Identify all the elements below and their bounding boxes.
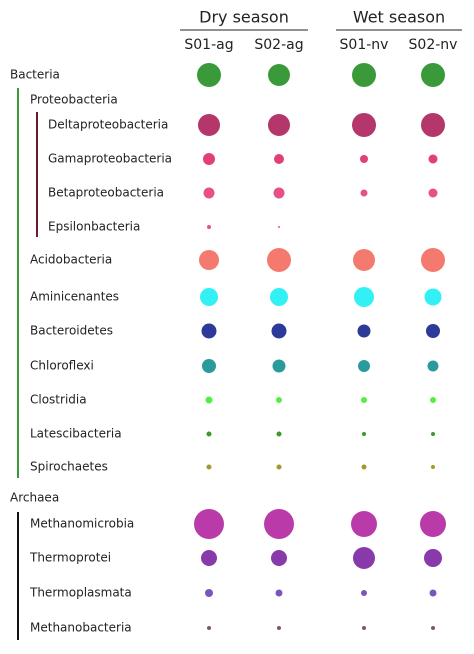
column-header: S01-nv [340,37,389,53]
row-label: Thermoplasmata [29,586,132,600]
bubble [276,464,282,470]
bubble [201,550,217,566]
bubble [201,323,217,339]
bubble [275,589,283,597]
bubble [276,397,282,403]
bubble [203,153,215,165]
bubble [426,324,440,338]
bubble [352,63,376,87]
row-label: Archaea [10,491,59,505]
bubble [278,226,280,228]
row-label: Gamaproteobacteria [48,152,172,166]
bubble [203,187,215,199]
row-label: Betaproteobacteria [48,186,164,200]
bubble [360,189,368,197]
bubble [353,249,375,271]
bubble [271,550,287,566]
bubble [202,359,216,373]
bubble [194,509,224,539]
bubble [268,114,290,136]
bubble [274,154,284,164]
group-header: Wet season [353,8,445,27]
bubble [421,113,445,137]
bubble [421,248,445,272]
row-label: Proteobacteria [30,93,118,107]
bubble [354,287,374,307]
bubble [273,187,285,199]
bubble [431,626,435,630]
column-header: S01-ag [184,37,233,53]
bubble [206,431,212,437]
bubble [271,323,287,339]
bubble [424,288,442,306]
row-label: Spirochaetes [30,460,108,474]
bubble [361,590,367,596]
bubble [207,626,211,630]
row-label: Epsilonbacteria [48,220,140,234]
bubble [276,431,282,437]
bubble [270,288,288,306]
bubble [207,225,211,229]
row-label: Acidobacteria [30,253,112,267]
bubble [362,432,366,436]
row-label: Chloroflexi [30,359,94,373]
bubble [428,188,438,198]
bubble [264,509,294,539]
column-header: S02-ag [254,37,303,53]
bubble [427,360,439,372]
bubble [198,114,220,136]
bubble [431,432,435,436]
row-label: Bacteria [10,68,60,82]
row-label: Aminicenantes [30,290,119,304]
bubble [351,511,377,537]
bubble [360,155,368,163]
bubble [267,248,291,272]
bubble [361,464,367,470]
row-label: Deltaproteobacteria [48,118,168,132]
bubble [352,113,376,137]
row-label: Latescibacteria [30,427,122,441]
bubble [362,626,366,630]
bubble [200,288,218,306]
bubble [205,396,213,404]
row-label: Methanobacteria [30,621,132,635]
bubble [199,250,219,270]
bubble [420,511,446,537]
bubble [431,465,435,469]
bubble [424,549,442,567]
group-header: Dry season [199,8,289,27]
bubble [197,63,221,87]
bubble [429,589,437,597]
bubble [353,547,375,569]
bubble [277,626,281,630]
bubble [268,64,290,86]
bubble [428,154,438,164]
bubble [357,324,371,338]
bubble [205,589,213,597]
bubble [430,397,436,403]
bubble [421,63,445,87]
row-label: Clostridia [30,393,87,407]
bubble [361,397,367,403]
bubble [358,360,370,372]
bubble [206,464,212,470]
row-label: Methanomicrobia [30,517,134,531]
bubble [272,359,286,373]
row-label: Thermoprotei [29,551,111,565]
column-header: S02-nv [409,37,458,53]
row-label: Bacteroidetes [30,324,113,338]
